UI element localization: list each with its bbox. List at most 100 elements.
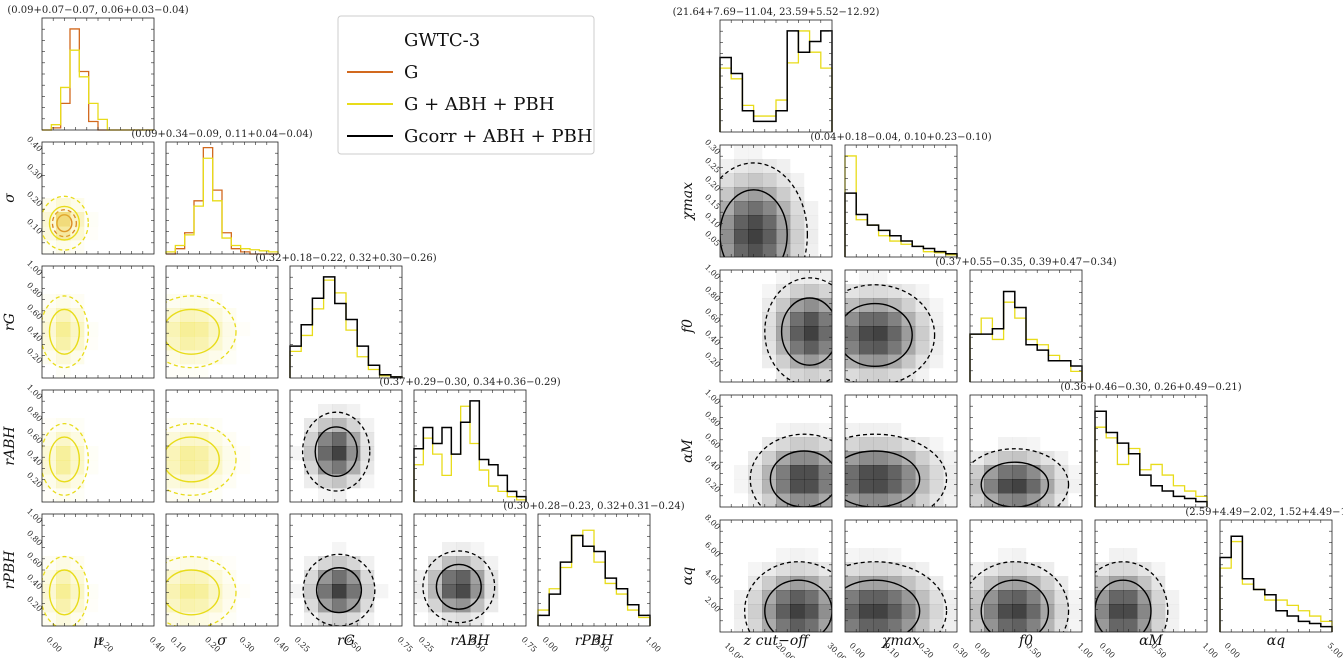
density-cell [901, 493, 916, 507]
density-cell [929, 465, 944, 480]
density-cell [859, 548, 874, 563]
density-cell [1165, 618, 1180, 632]
y-tick-label: 0.60 [703, 432, 722, 451]
density-cell [720, 159, 735, 174]
density-cell [42, 226, 57, 241]
density-cell [442, 556, 457, 571]
histogram-Gcorr_ABH_PBH [1094, 410, 1208, 507]
density-cell [1012, 493, 1027, 507]
density-cell [859, 493, 874, 507]
density-cell [318, 488, 333, 502]
density-cell [1054, 465, 1069, 480]
density-cell [984, 604, 999, 619]
density-cell [790, 312, 805, 327]
x-tick-label: 0.00 [848, 641, 867, 658]
subplot-r4-c1 [166, 555, 237, 626]
density-cell [70, 418, 85, 433]
density-cell [790, 270, 805, 285]
density-cell [915, 562, 930, 577]
density-cell [360, 432, 375, 447]
x-axis-label: μ [93, 633, 102, 649]
density-cell [845, 479, 860, 494]
density-cell [360, 474, 375, 489]
density-cell [720, 187, 735, 202]
density-cell [318, 460, 333, 475]
density-cell [873, 312, 888, 327]
density-cell [346, 474, 361, 489]
subplot-frame-r0-c0 [41, 17, 155, 131]
density-cell [56, 570, 71, 585]
y-axis-label: χmax [680, 182, 696, 221]
density-cell [222, 598, 237, 613]
density-cell [943, 451, 957, 466]
density-cell [1026, 479, 1041, 494]
density-cell [318, 446, 333, 461]
x-tick-label: 0.40 [272, 635, 291, 654]
density-cell [484, 570, 499, 585]
density-cell [208, 294, 223, 309]
density-cell [42, 240, 57, 254]
density-cell [818, 604, 832, 619]
y-tick-label: 0.10 [25, 217, 44, 236]
density-cell [790, 173, 805, 188]
density-cell [790, 326, 805, 341]
density-cell [1054, 493, 1069, 507]
density-cell [346, 598, 361, 613]
contour-1sigma [845, 450, 921, 507]
density-cell [194, 294, 209, 309]
density-cell [929, 451, 944, 466]
density-cell [943, 493, 957, 507]
density-cell [442, 598, 457, 613]
legend-frame [337, 15, 595, 155]
contour-1sigma [314, 426, 358, 477]
density-cell [1151, 576, 1166, 591]
density-cell [1040, 493, 1055, 507]
density-cell [818, 437, 832, 452]
density-cell [1012, 590, 1027, 605]
density-cell [42, 570, 57, 585]
y-axis-label: αq [680, 567, 696, 585]
density-cell [818, 354, 832, 369]
marginal-title: (0.09+0.34−0.09, 0.11+0.04−0.04) [131, 129, 312, 140]
density-cell [70, 432, 85, 447]
density-cell [859, 312, 874, 327]
density-cell [208, 474, 223, 489]
density-cell [70, 350, 85, 365]
contour-1sigma [166, 308, 220, 355]
density-cell [776, 618, 791, 632]
density-cell [1137, 576, 1152, 591]
density-cell [1165, 604, 1180, 619]
density-cell [166, 364, 180, 378]
marginal-title: (0.04+0.18−0.04, 0.10+0.23−0.10) [810, 132, 991, 143]
density-cell [915, 479, 930, 494]
density-cell [70, 474, 85, 489]
density-cell [180, 570, 195, 585]
y-tick-label: 0.60 [25, 551, 44, 570]
density-cell [70, 584, 85, 599]
subplot-frame-r2-c1 [844, 269, 958, 383]
density-cell [332, 556, 347, 571]
density-cell [194, 446, 209, 461]
y-tick-label: 0.80 [25, 405, 44, 424]
x-axis-label: rPBH [575, 633, 614, 649]
contour-1sigma [980, 579, 1050, 632]
density-cell [236, 460, 250, 474]
subplot-frame-r1-c1 [844, 144, 958, 258]
density-cell [762, 243, 777, 257]
x-axis-label: z cut−off [743, 633, 810, 649]
y-tick-label: 0.30 [703, 138, 722, 157]
density-cell [970, 590, 985, 605]
density-cell [456, 598, 471, 613]
density-cell [762, 340, 777, 355]
contour-1sigma [48, 205, 81, 241]
density-cell [776, 604, 791, 619]
density-cell [346, 404, 361, 419]
density-cell [290, 446, 305, 461]
density-cell [414, 598, 429, 613]
density-cell [998, 548, 1013, 563]
density-cell [748, 590, 763, 605]
density-cell [762, 451, 777, 466]
y-axis-label: rPBH [2, 550, 18, 589]
histogram-G_ABH_PBH [1219, 540, 1333, 632]
density-cell [859, 340, 874, 355]
